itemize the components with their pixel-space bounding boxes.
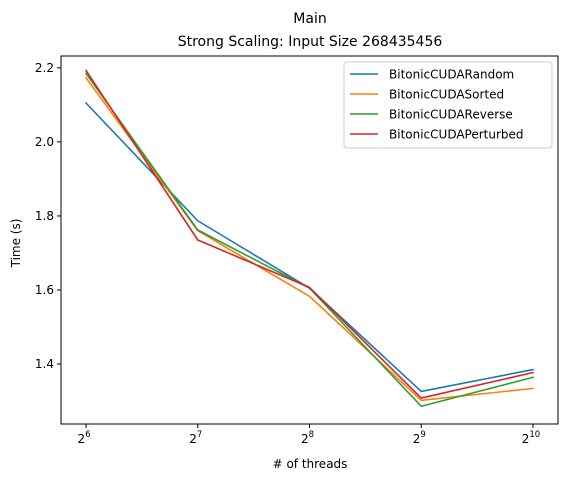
y-tick-label-3: 2.0 xyxy=(35,135,54,149)
y-axis: 1.4 1.6 1.8 2.0 2.2 xyxy=(35,61,61,371)
y-tick-label-1: 1.6 xyxy=(35,283,54,297)
chart-title: Main xyxy=(293,11,326,27)
legend-label-3: BitonicCUDAPerturbed xyxy=(389,128,524,142)
y-tick-label-4: 2.2 xyxy=(35,61,54,75)
x-axis-label: # of threads xyxy=(273,457,348,471)
x-tick-label-4: 210 xyxy=(522,430,540,446)
legend: BitonicCUDARandom BitonicCUDASorted Bitoni… xyxy=(343,61,553,149)
legend-label-0: BitonicCUDARandom xyxy=(389,68,514,82)
y-tick-label-0: 1.4 xyxy=(35,357,54,371)
x-tick-label-3: 29 xyxy=(413,430,426,446)
x-tick-label-2: 28 xyxy=(301,430,314,446)
x-axis: 26 27 28 29 210 xyxy=(77,424,540,446)
y-tick-label-2: 1.8 xyxy=(35,209,54,223)
y-axis-label: Time (s) xyxy=(9,219,23,269)
legend-label-1: BitonicCUDASorted xyxy=(389,88,504,102)
legend-box xyxy=(343,61,553,149)
x-tick-label-0: 26 xyxy=(77,430,90,446)
series-layer xyxy=(84,69,534,408)
series-line-BitonicCUDAPerturbed xyxy=(84,69,534,399)
legend-label-2: BitonicCUDAReverse xyxy=(389,108,513,122)
chart-subtitle: Strong Scaling: Input Size 268435456 xyxy=(178,34,443,50)
x-tick-label-1: 27 xyxy=(189,430,202,446)
